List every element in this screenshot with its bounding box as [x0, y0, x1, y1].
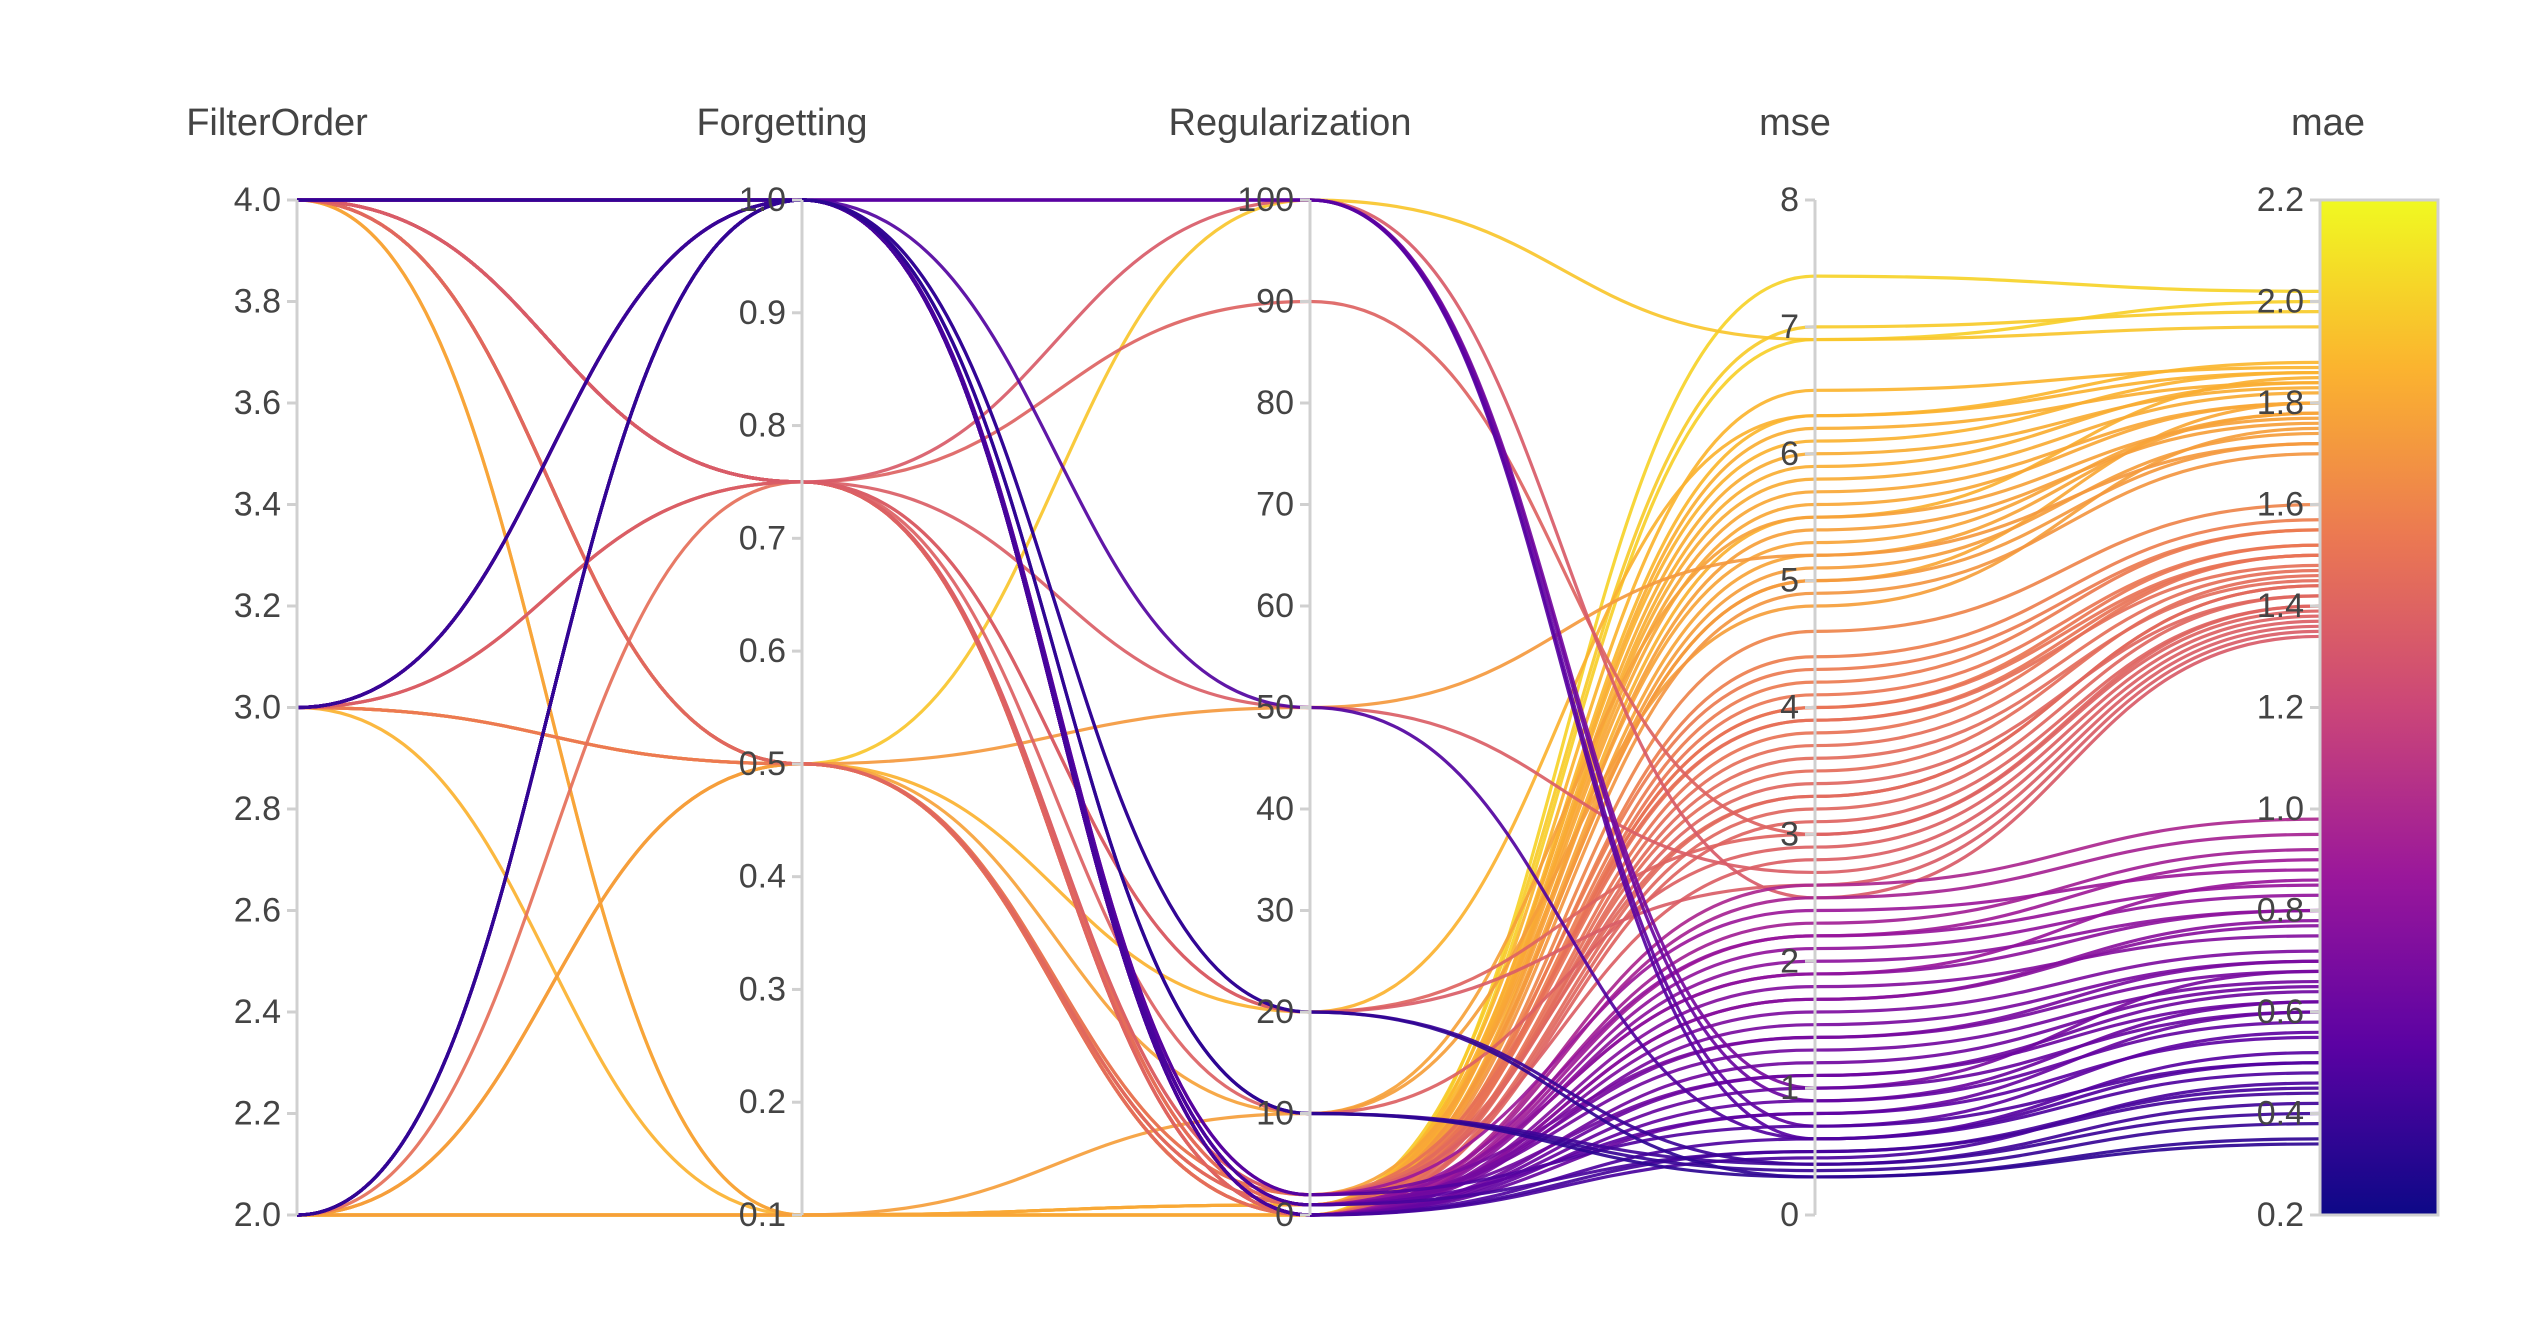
tick-label-mse: 2 [1780, 942, 1799, 980]
tick-label-filterorder: 3.0 [234, 689, 281, 727]
axis-filterorder[interactable]: 2.0 2.2 2.4 2.6 2.8 3.0 3.2 3.4 3.6 3.8 4.0 FilterO… [186, 102, 368, 1234]
axis-mse[interactable]: 0 1 2 3 4 5 6 7 8 mse [1759, 102, 1831, 1234]
axis-title-regularization: Regularization [1169, 102, 1412, 144]
tick-label-filterorder: 3.4 [234, 486, 281, 524]
tick-label-forgetting: 0.4 [739, 858, 786, 896]
axis-regularization[interactable]: 0 10 20 30 40 50 60 70 80 90 100 Regularization [1169, 102, 1412, 1234]
axis-title-forgetting: Forgetting [696, 102, 867, 144]
axis-forgetting[interactable]: 0.1 0.2 0.3 0.4 0.5 0.6 0.7 0.8 0.9 1.0 Forgetting [696, 102, 867, 1234]
tick-label-filterorder: 4.0 [234, 181, 281, 219]
tick-label-forgetting: 0.3 [739, 970, 786, 1008]
tick-label-filterorder: 2.0 [234, 1196, 281, 1234]
polyline-7 [297, 426, 2321, 1217]
tick-label-regularization: 20 [1256, 993, 1294, 1031]
tick-label-mae: 0.4 [2257, 1095, 2304, 1133]
colorbar [2318, 198, 2440, 1217]
tick-label-mse: 8 [1780, 181, 1799, 219]
tick-label-regularization: 40 [1256, 790, 1294, 828]
tick-label-mae: 1.4 [2257, 587, 2304, 625]
axis-title-filterorder: FilterOrder [186, 102, 368, 144]
tick-label-mse: 4 [1780, 689, 1799, 727]
tick-label-mae: 1.8 [2257, 384, 2304, 422]
tick-label-regularization: 50 [1256, 689, 1294, 727]
tick-label-mse: 1 [1780, 1069, 1799, 1107]
axis-title-mse: mse [1759, 102, 1831, 144]
tick-label-forgetting: 0.2 [739, 1083, 786, 1121]
axes-layer: 2.0 2.2 2.4 2.6 2.8 3.0 3.2 3.4 3.6 3.8 4.0 FilterO… [186, 102, 2365, 1234]
axis-mae[interactable]: 0.2 0.4 0.6 0.8 1.0 1.2 1.4 1.6 1.8 2.0 2.2 mae [2257, 102, 2365, 1234]
tick-label-filterorder: 2.4 [234, 993, 281, 1031]
tick-label-mae: 0.6 [2257, 993, 2304, 1031]
tick-label-regularization: 0 [1275, 1196, 1294, 1234]
tick-label-mse: 5 [1780, 562, 1799, 600]
tick-label-mae: 2.0 [2257, 283, 2304, 321]
tick-label-mse: 6 [1780, 435, 1799, 473]
tick-label-regularization: 90 [1256, 283, 1294, 321]
tick-label-mae: 1.0 [2257, 790, 2304, 828]
tick-label-forgetting: 0.7 [739, 519, 786, 557]
tick-label-regularization: 70 [1256, 486, 1294, 524]
tick-label-mae: 0.2 [2257, 1196, 2304, 1234]
tick-label-mse: 0 [1780, 1196, 1799, 1234]
tick-label-forgetting: 0.1 [739, 1196, 786, 1234]
tick-label-regularization: 80 [1256, 384, 1294, 422]
tick-label-regularization: 10 [1256, 1095, 1294, 1133]
tick-label-filterorder: 2.6 [234, 892, 281, 930]
tick-label-filterorder: 2.8 [234, 790, 281, 828]
tick-label-regularization: 60 [1256, 587, 1294, 625]
tick-label-mse: 7 [1780, 308, 1799, 346]
tick-label-mae: 2.2 [2257, 181, 2304, 219]
tick-label-forgetting: 0.9 [739, 294, 786, 332]
tick-label-filterorder: 3.6 [234, 384, 281, 422]
tick-label-forgetting: 1.0 [739, 181, 786, 219]
tick-label-filterorder: 3.8 [234, 283, 281, 321]
tick-label-regularization: 100 [1237, 181, 1294, 219]
tick-label-forgetting: 0.5 [739, 745, 786, 783]
polyline-84 [297, 198, 2321, 1179]
tick-label-mae: 0.8 [2257, 892, 2304, 930]
tick-label-regularization: 30 [1256, 892, 1294, 930]
polyline-29 [296, 198, 2321, 1207]
tick-label-filterorder: 3.2 [234, 587, 281, 625]
tick-label-mse: 3 [1780, 815, 1799, 853]
tick-label-forgetting: 0.8 [739, 407, 786, 445]
polyline-47 [296, 480, 2321, 1014]
colorbar-rect [2318, 198, 2440, 1217]
axis-title-mae: mae [2291, 102, 2365, 144]
tick-label-forgetting: 0.6 [739, 632, 786, 670]
tick-label-filterorder: 2.2 [234, 1095, 281, 1133]
tick-label-mae: 1.2 [2257, 689, 2304, 727]
tick-label-mae: 1.6 [2257, 486, 2304, 524]
